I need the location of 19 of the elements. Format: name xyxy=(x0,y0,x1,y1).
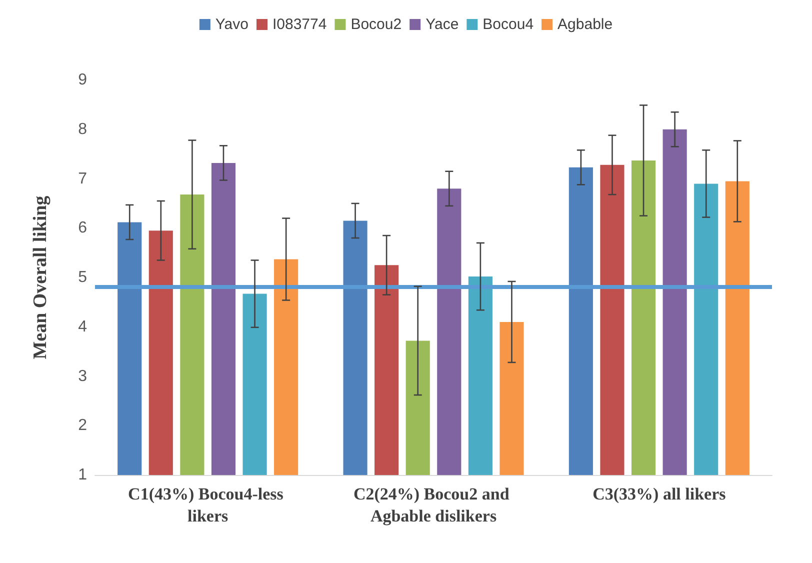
legend-label: Bocou2 xyxy=(350,16,402,33)
legend-label: Yavo xyxy=(215,16,248,33)
y-tick-label: 6 xyxy=(78,220,88,237)
legend-label: I083774 xyxy=(272,16,327,33)
y-tick-label: 4 xyxy=(78,318,88,336)
y-axis-title: Mean Overall liking xyxy=(30,195,51,360)
y-tick-label: 5 xyxy=(78,269,88,286)
y-tick-label: 8 xyxy=(78,120,88,138)
y-tick-label: 7 xyxy=(78,170,88,188)
y-tick-label: 2 xyxy=(78,417,88,434)
legend-label: Bocou4 xyxy=(482,16,534,33)
legend-label: Yace xyxy=(426,16,459,33)
y-tick-label: 9 xyxy=(78,72,88,88)
x-tick-label: C2(24%) Bocou2 and Agbable dislikers xyxy=(353,484,514,526)
x-tick-label: C1(43%) Bocou4-less likers xyxy=(128,484,288,526)
x-tick-label: C3(33%) all likers xyxy=(592,484,726,504)
legend-label: Agbable xyxy=(558,16,613,33)
y-tick-label: 1 xyxy=(78,466,88,484)
y-tick-label: 3 xyxy=(78,368,88,385)
